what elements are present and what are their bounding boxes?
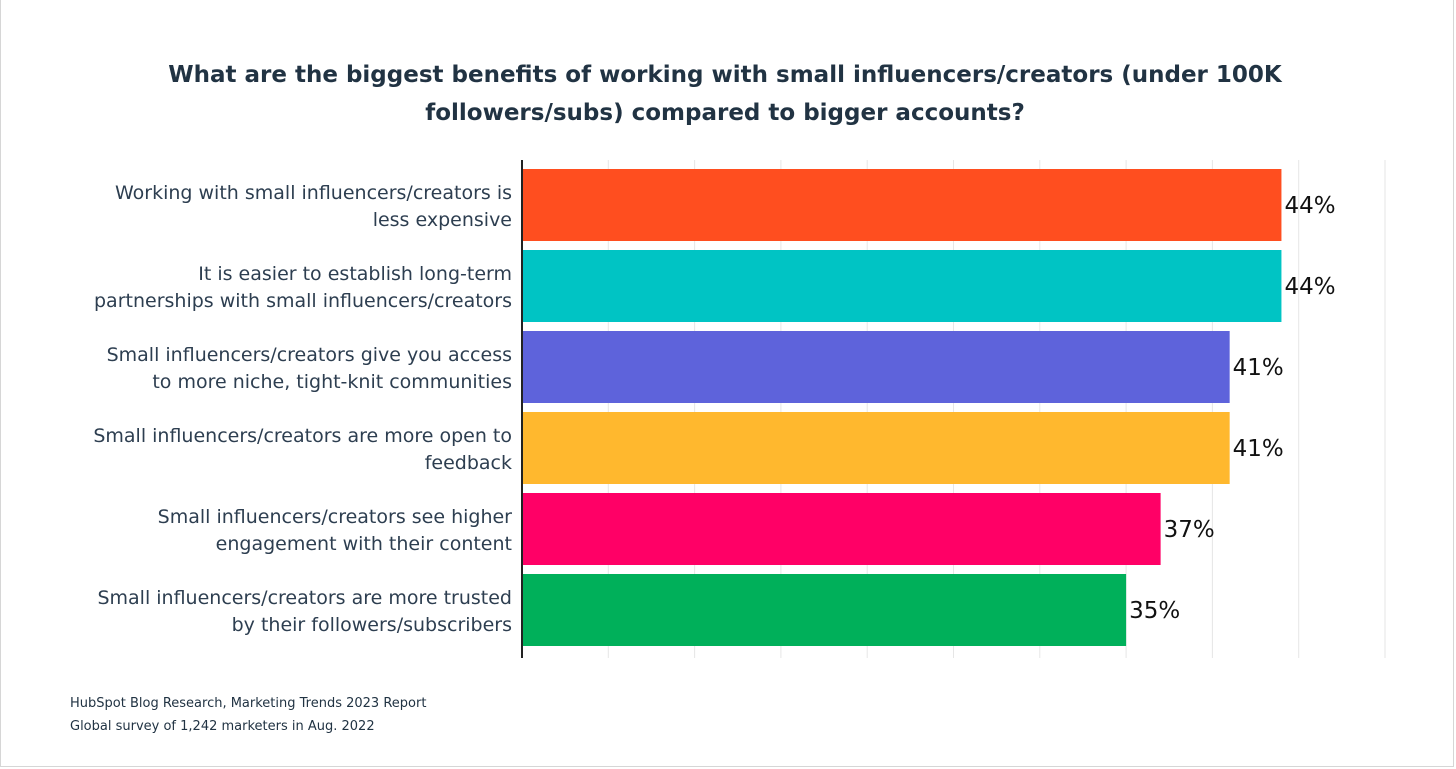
source-line-1: HubSpot Blog Research, Marketing Trends …	[70, 696, 427, 711]
source-line-2: Global survey of 1,242 marketers in Aug.…	[70, 719, 375, 734]
category-label-line: partnerships with small influencers/crea…	[94, 290, 512, 312]
source-note: HubSpot Blog Research, Marketing Trends …	[70, 692, 426, 738]
category-label: Small influencers/creators see higher eng…	[158, 506, 513, 555]
category-label: It is easier to establish long-term partn…	[94, 263, 512, 312]
category-label-line: to more niche, tight-knit communities	[152, 371, 512, 393]
value-label: 37%	[1164, 517, 1215, 543]
category-label: Small influencers/creators are more open…	[93, 425, 512, 474]
value-label: 41%	[1233, 436, 1284, 462]
value-label: 35%	[1129, 598, 1180, 624]
value-label: 41%	[1233, 355, 1284, 381]
bar	[522, 331, 1230, 403]
chart-title: What are the biggest benefits of working…	[168, 62, 1282, 126]
category-label-line: Small influencers/creators see higher	[158, 506, 513, 528]
category-label-line: by their followers/subscribers	[232, 614, 512, 636]
category-label: Small influencers/creators give you acce…	[107, 344, 512, 393]
bar	[522, 169, 1282, 241]
category-label: Small influencers/creators are more trus…	[97, 587, 512, 636]
category-label-line: Working with small influencers/creators …	[115, 182, 512, 204]
category-label-line: Small influencers/creators are more open…	[93, 425, 512, 447]
bar	[522, 493, 1161, 565]
value-label: 44%	[1284, 274, 1335, 300]
category-label-line: Small influencers/creators give you acce…	[107, 344, 512, 366]
bar	[522, 412, 1230, 484]
category-label-line: Small influencers/creators are more trus…	[97, 587, 512, 609]
value-label: 44%	[1284, 193, 1335, 219]
category-label: Working with small influencers/creators …	[115, 182, 512, 231]
category-label-line: It is easier to establish long-term	[198, 263, 512, 285]
category-label-line: less expensive	[373, 209, 512, 231]
category-label-line: feedback	[425, 452, 512, 474]
category-label-line: engagement with their content	[216, 533, 512, 555]
bar	[522, 574, 1127, 646]
bar	[522, 250, 1282, 322]
